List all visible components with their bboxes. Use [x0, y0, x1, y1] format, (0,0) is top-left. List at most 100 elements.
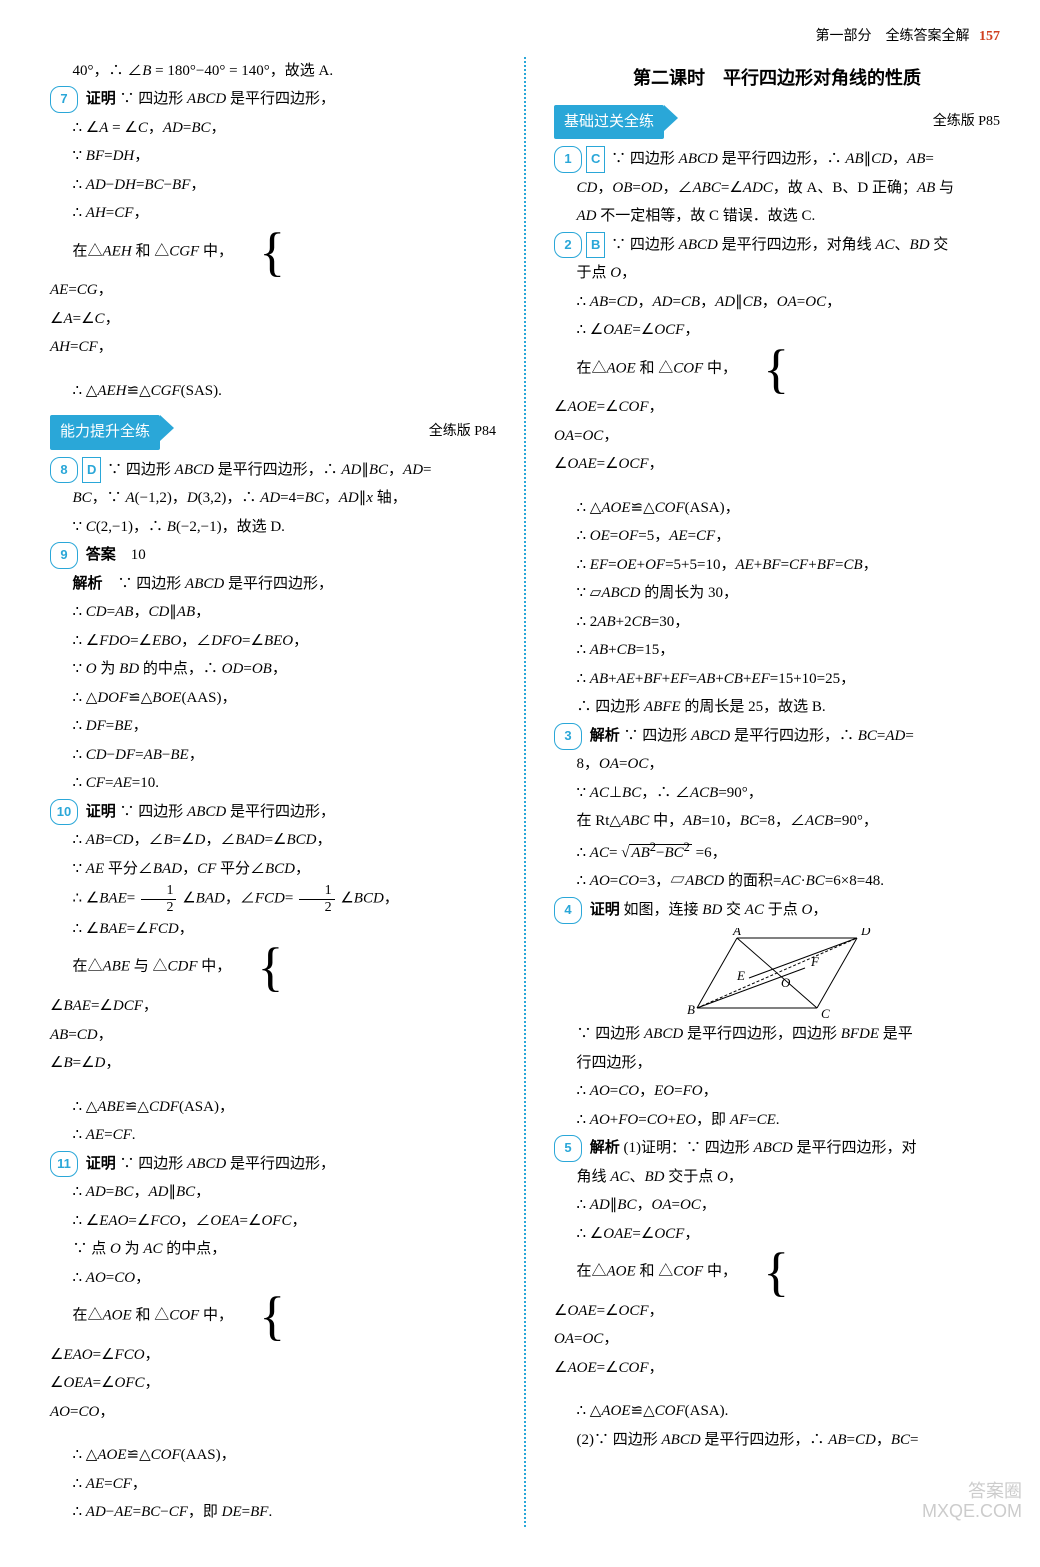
answer-box: B	[586, 232, 605, 259]
question-number: 10	[50, 799, 78, 826]
rq3-head: 3 解析 ∵ 四边形 ABCD 是平行四边形，∴ BC=AD=	[554, 722, 1000, 751]
text: ∵ 四边形 ABCD 是平行四边形，	[120, 91, 335, 107]
brace-line: ∠AOE=∠COF，	[554, 1354, 1000, 1383]
rq2-head: 2B ∵ 四边形 ABCD 是平行四边形，对角线 AC、BD 交	[554, 231, 1000, 260]
answer-text: 10	[131, 547, 146, 563]
text-line: ∵ BF=DH，	[50, 142, 496, 171]
left-column: 40°，∴ ∠B = 180°−40° = 140°，故选 A. 7 证明 ∵ …	[50, 57, 504, 1527]
brace-intro: 在△AOE 和 △COF 中，	[577, 1264, 737, 1280]
text-line: AD 不一定相等，故 C 错误．故选 C.	[554, 202, 1000, 231]
text: ∵ 四边形 ABCD 是平行四边形，对角线 AC、BD 交	[611, 237, 948, 253]
text-line: ∵ O 为 BD 的中点，∴ OD=OB，	[50, 655, 496, 684]
parallelogram-diagram: ADBCEFO	[677, 928, 877, 1018]
question-number: 3	[554, 723, 582, 750]
section-band: 能力提升全练	[50, 415, 160, 450]
text-line: 行四边形，	[554, 1049, 1000, 1078]
label: 证明	[590, 902, 620, 918]
text-line: ∵ 点 O 为 AC 的中点，	[50, 1235, 496, 1264]
text: ∵ 四边形 ABCD 是平行四边形，∴ BC=AD=	[624, 728, 914, 744]
text-line: ∴ △AOE≌△COF(AAS)，	[50, 1441, 496, 1470]
text-line: ∴ 四边形 ABFE 的周长是 25，故选 B.	[554, 693, 1000, 722]
fraction: 12	[141, 883, 177, 915]
text: (1)证明：∵ 四边形 ABCD 是平行四边形，对	[624, 1140, 917, 1156]
text-line: ∴ DF=BE，	[50, 712, 496, 741]
column-divider	[524, 57, 526, 1527]
text-line: CD，OB=OD，∠ABC=∠ADC，故 A、B、D 正确；AB 与	[554, 174, 1000, 203]
text-line: ∴ AB+AE+BF+EF=AB+CB+EF=15+10=25，	[554, 665, 1000, 694]
text-line: ∴ AO=CO，EO=FO，	[554, 1077, 1000, 1106]
question-number: 11	[50, 1151, 78, 1178]
text-line: (2)∵ 四边形 ABCD 是平行四边形，∴ AB=CD，BC=	[554, 1426, 1000, 1455]
left-brace-icon: {	[237, 1292, 285, 1341]
text: ∵ 四边形 ABCD 是平行四边形，	[120, 1156, 335, 1172]
text-line: ∴ AD∥BC，OA=OC，	[554, 1191, 1000, 1220]
question-number: 8	[50, 457, 78, 484]
fraction: 12	[299, 883, 335, 915]
q10-head: 10 证明 ∵ 四边形 ABCD 是平行四边形，	[50, 798, 496, 827]
brace-intro: 在△AEH 和 △CGF 中，	[73, 243, 233, 259]
brace-row: 在△AOE 和 △COF 中， {	[554, 1248, 1000, 1297]
text-line: ∴ △AOE≌△COF(ASA).	[554, 1397, 1000, 1426]
text-line: ∴ AD−DH=BC−BF，	[50, 171, 496, 200]
text-line: ∴ △AEH≌△CGF(SAS).	[50, 377, 496, 406]
text-line: ∴ ∠A = ∠C，AD=BC，	[50, 114, 496, 143]
brace-line: ∠B=∠D，	[50, 1049, 496, 1078]
text-line: ∴ △ABE≌△CDF(ASA)，	[50, 1093, 496, 1122]
text: 如图，连接 BD 交 AC 于点 O，	[624, 902, 828, 918]
text-line: 40°，∴ ∠B = 180°−40° = 140°，故选 A.	[50, 57, 496, 86]
question-number: 5	[554, 1135, 582, 1162]
text-line: ∴ AE=CF.	[50, 1121, 496, 1150]
text-line: ∵ AE 平分∠BAD，CF 平分∠BCD，	[50, 855, 496, 884]
brace-intro: 在△ABE 与 △CDF 中，	[73, 959, 232, 975]
text-line: ∴ ∠FDO=∠EBO，∠DFO=∠BEO，	[50, 627, 496, 656]
rq4-head: 4 证明 如图，连接 BD 交 AC 于点 O，	[554, 896, 1000, 925]
q8-head: 8D ∵ 四边形 ABCD 是平行四边形，∴ AD∥BC，AD=	[50, 456, 496, 485]
text-line: ∵ C(2,−1)，∴ B(−2,−1)，故选 D.	[50, 513, 496, 542]
text-line: ∴ △DOF≌△BOE(AAS)，	[50, 684, 496, 713]
answer-box: C	[586, 146, 605, 173]
text-line: ∵ AC⊥BC，∴ ∠ACB=90°，	[554, 779, 1000, 808]
brace-line: ∠OEA=∠OFC，	[50, 1369, 496, 1398]
q11-head: 11 证明 ∵ 四边形 ABCD 是平行四边形，	[50, 1150, 496, 1179]
rq5-head: 5 解析 (1)证明：∵ 四边形 ABCD 是平行四边形，对	[554, 1134, 1000, 1163]
brace-row: 在△ABE 与 △CDF 中， {	[50, 943, 496, 992]
label: 答案	[86, 547, 116, 563]
text-line: ∴ AD=BC，AD∥BC，	[50, 1178, 496, 1207]
page-number: 157	[979, 29, 1000, 44]
part-title: 第一部分 全练答案全解	[816, 29, 970, 44]
brace-row: 在△AEH 和 △CGF 中， {	[50, 228, 496, 277]
text-line: 角线 AC、BD 交于点 O，	[554, 1163, 1000, 1192]
brace-line: OA=OC，	[554, 422, 1000, 451]
svg-text:O: O	[781, 975, 791, 990]
question-number: 9	[50, 542, 78, 569]
question-number: 2	[554, 232, 582, 259]
text: ∵ 四边形 ABCD 是平行四边形，∴ AD∥BC，AD=	[107, 462, 431, 478]
text-line: ∴ 2AB+2CB=30，	[554, 608, 1000, 637]
sqrt-line: ∴ AC= √AB2−BC2 =6，	[554, 836, 1000, 868]
brace-line: AH=CF，	[50, 333, 496, 362]
question-number: 4	[554, 897, 582, 924]
label: 证明	[86, 1156, 116, 1172]
text-line: ∵ 四边形 ABCD 是平行四边形，四边形 BFDE 是平	[554, 1020, 1000, 1049]
svg-text:A: A	[732, 928, 741, 938]
text-line: ∴ AE=CF，	[50, 1470, 496, 1499]
q9-head: 9 答案 10	[50, 541, 496, 570]
svg-text:C: C	[821, 1006, 830, 1018]
text-line: ∴ OE=OF=5，AE=CF，	[554, 522, 1000, 551]
text-line: ∴ CD−DF=AB−BE，	[50, 741, 496, 770]
brace-intro: 在△AOE 和 △COF 中，	[73, 1308, 233, 1324]
svg-text:E: E	[736, 968, 745, 983]
left-brace-icon: {	[741, 1248, 789, 1297]
brace-line: ∠OAE=∠OCF，	[554, 450, 1000, 479]
brace-row: 在△AOE 和 △COF 中， {	[554, 345, 1000, 394]
brace-row: 在△AOE 和 △COF 中， {	[50, 1292, 496, 1341]
answer-box: D	[82, 457, 101, 484]
brace-intro: 在△AOE 和 △COF 中，	[577, 361, 737, 377]
left-brace-icon: {	[741, 345, 789, 394]
text-line: ∴ ∠EAO=∠FCO，∠OEA=∠OFC，	[50, 1207, 496, 1236]
rq1-head: 1C ∵ 四边形 ABCD 是平行四边形，∴ AB∥CD，AB=	[554, 145, 1000, 174]
text-line: 解析 ∵ 四边形 ABCD 是平行四边形，	[50, 570, 496, 599]
two-column-layout: 40°，∴ ∠B = 180°−40° = 140°，故选 A. 7 证明 ∵ …	[50, 57, 1000, 1527]
right-column: 第二课时 平行四边形对角线的性质 基础过关全练 全练版 P85 1C ∵ 四边形…	[546, 57, 1000, 1527]
frac-line: ∴ ∠BAE= 12 ∠BAD，∠FCD= 12 ∠BCD，	[50, 883, 496, 915]
